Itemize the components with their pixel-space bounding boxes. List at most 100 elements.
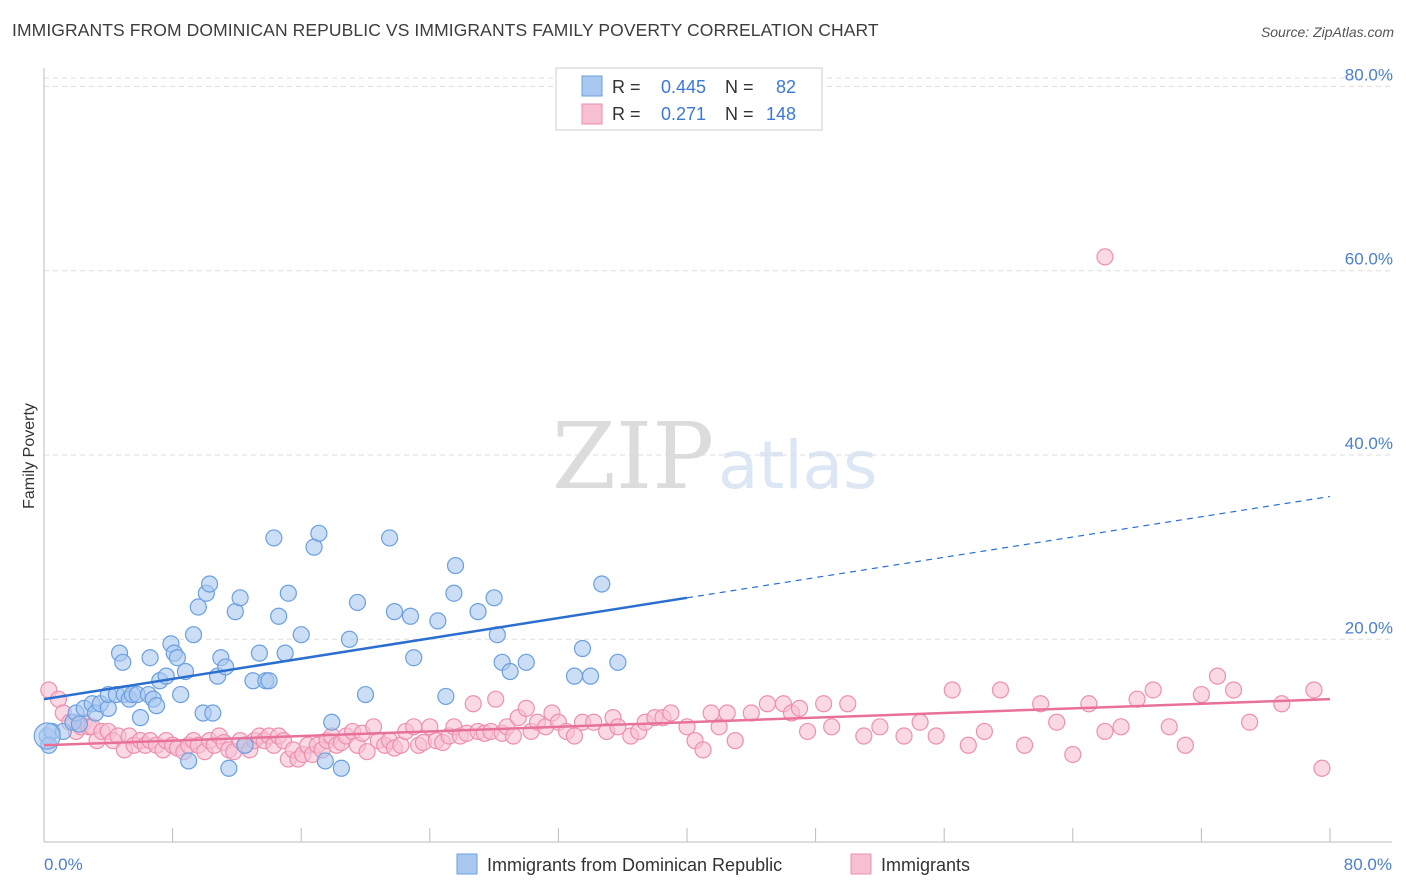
series-swatch-dominican xyxy=(456,853,478,875)
dominican-point xyxy=(340,630,359,648)
dominican-point xyxy=(260,672,278,690)
immigrants-point xyxy=(1080,695,1098,713)
dominican-trend-extension xyxy=(686,495,1331,599)
immigrants-point xyxy=(790,699,809,717)
immigrants-point xyxy=(517,699,535,717)
dominican-point-large xyxy=(33,722,61,750)
immigrants-point xyxy=(609,718,627,736)
dominican-point xyxy=(168,649,187,667)
immigrants-point xyxy=(565,727,584,745)
chart-title: IMMIGRANTS FROM DOMINICAN REPUBLIC VS IM… xyxy=(12,20,879,40)
dominican-point xyxy=(70,715,88,733)
immigrants-point xyxy=(855,727,873,745)
dominican-point xyxy=(220,759,238,777)
immigrants-point xyxy=(662,704,680,722)
legend-r-value-2: 0.271 xyxy=(661,104,706,124)
legend-n-label-2: N = xyxy=(725,104,754,124)
immigrants-point xyxy=(927,727,945,745)
series-legend: Immigrants from Dominican Republic Immig… xyxy=(456,853,970,875)
immigrants-point xyxy=(911,713,929,731)
correlation-legend: R = 0.445 N = 82 R = 0.271 N = 148 xyxy=(555,67,823,131)
immigrants-point xyxy=(710,718,728,736)
y-tick-label: 20.0% xyxy=(1345,618,1393,637)
dominican-point xyxy=(141,649,159,667)
legend-swatch-pink xyxy=(581,103,603,125)
dominican-points xyxy=(33,524,627,777)
watermark: ZIP atlas xyxy=(552,403,878,510)
dominican-point xyxy=(573,639,592,658)
immigrants-point xyxy=(943,681,961,699)
dominican-trend-line xyxy=(43,596,688,701)
legend-n-label-1: N = xyxy=(725,77,754,97)
immigrants-point xyxy=(504,727,522,745)
immigrants-point xyxy=(1176,736,1194,754)
y-tick-label: 40.0% xyxy=(1345,434,1393,453)
immigrants-point xyxy=(1064,745,1082,764)
dominican-point xyxy=(429,612,447,630)
dominican-point xyxy=(581,667,600,685)
dominican-point xyxy=(565,667,584,685)
dominican-point xyxy=(517,653,535,671)
dominican-point xyxy=(501,662,519,681)
series-swatch-immigrants xyxy=(850,853,872,875)
immigrants-point xyxy=(1144,681,1162,699)
immigrants-point xyxy=(694,741,712,759)
series-label-immigrants: Immigrants xyxy=(881,855,970,875)
immigrants-point xyxy=(1224,681,1243,699)
x-tick-label-max: 80.0% xyxy=(1344,855,1392,874)
immigrants-point xyxy=(839,695,857,713)
immigrants-point xyxy=(823,718,841,736)
immigrants-point xyxy=(1273,695,1291,713)
dominican-point xyxy=(485,589,503,607)
gridlines xyxy=(44,77,1392,640)
immigrants-point xyxy=(991,681,1010,699)
immigrants-trend-line xyxy=(43,697,1331,747)
dominican-point xyxy=(147,697,166,715)
dominican-point xyxy=(316,752,334,770)
immigrants-point xyxy=(1160,718,1178,736)
y-axis-title: Family Poverty xyxy=(21,403,38,509)
trend-lines xyxy=(43,495,1331,747)
dominican-point xyxy=(131,709,150,727)
dominican-point xyxy=(200,575,219,593)
dominican-point xyxy=(204,704,222,722)
legend-r-value-1: 0.445 xyxy=(661,77,706,97)
watermark-atlas: atlas xyxy=(718,427,878,504)
dominican-point xyxy=(323,713,341,731)
dominican-point xyxy=(279,584,297,602)
watermark-zip: ZIP xyxy=(552,403,714,510)
immigrants-point xyxy=(1112,718,1130,736)
dominican-point xyxy=(292,626,310,644)
dominican-point xyxy=(270,607,288,625)
x-tick-label-min: 0.0% xyxy=(44,855,83,874)
immigrants-point xyxy=(1241,713,1259,731)
x-axis-ticks xyxy=(172,828,1331,842)
immigrants-point xyxy=(975,722,993,741)
y-axis-tick-labels: 20.0% 40.0% 60.0% 80.0% xyxy=(1345,65,1393,637)
legend-r-label-2: R = xyxy=(612,104,641,124)
immigrants-points xyxy=(40,248,1331,777)
source-credit: Source: ZipAtlas.com xyxy=(1260,24,1394,40)
y-tick-label: 80.0% xyxy=(1345,65,1393,84)
immigrants-point xyxy=(718,704,736,722)
dominican-point xyxy=(348,593,367,612)
dominican-point xyxy=(469,603,487,621)
immigrants-point xyxy=(1048,713,1066,731)
immigrants-point xyxy=(487,690,505,708)
immigrants-point xyxy=(1032,695,1050,713)
immigrants-point xyxy=(1208,667,1227,685)
legend-n-value-2: 148 xyxy=(766,104,796,124)
dominican-point xyxy=(250,644,269,662)
legend-n-value-1: 82 xyxy=(776,77,796,97)
immigrants-point xyxy=(959,736,977,754)
dominican-point xyxy=(437,687,455,706)
dominican-point xyxy=(236,736,254,754)
dominican-point xyxy=(385,603,404,621)
immigrants-point xyxy=(1313,759,1331,777)
immigrants-point xyxy=(464,695,482,713)
immigrants-point xyxy=(1096,248,1114,266)
dominican-point xyxy=(184,626,203,644)
dominican-point xyxy=(180,752,198,770)
legend-r-label-1: R = xyxy=(612,77,641,97)
